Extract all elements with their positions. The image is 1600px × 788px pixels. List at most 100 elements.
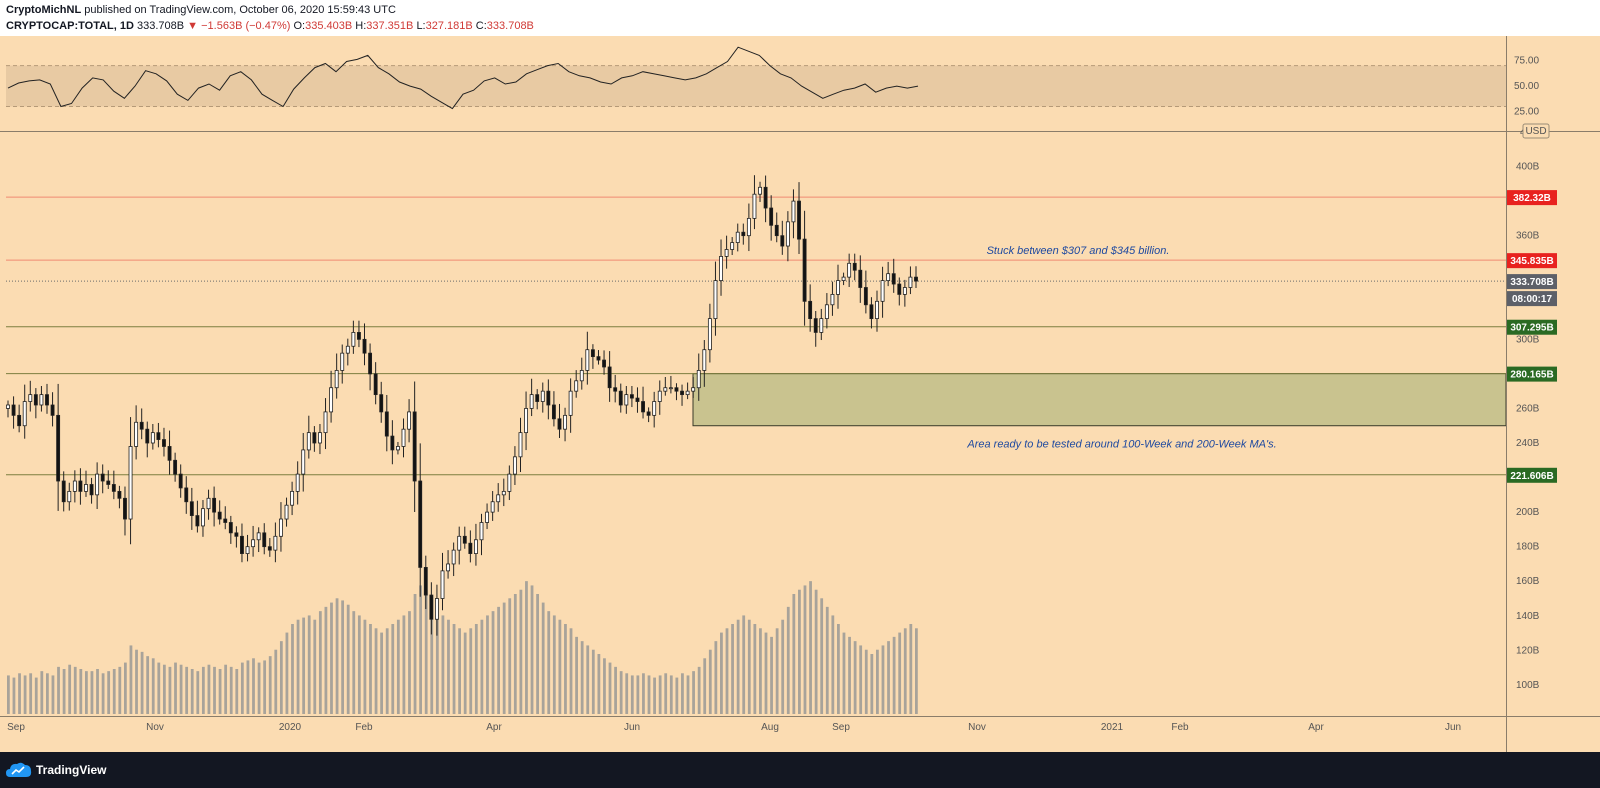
volume-bar bbox=[402, 615, 406, 714]
candle bbox=[724, 235, 729, 269]
candle-body-up bbox=[702, 349, 707, 371]
candle-body-up bbox=[746, 217, 751, 237]
candle-body-up bbox=[334, 370, 339, 389]
volume-bar bbox=[903, 628, 907, 714]
chart-area[interactable]: Stuck between $307 and $345 billion. Area… bbox=[0, 36, 1600, 752]
volume-bar bbox=[29, 673, 33, 714]
author-name[interactable]: CryptoMichNL bbox=[6, 4, 82, 16]
volume-bar bbox=[536, 594, 539, 714]
volume-bar bbox=[887, 641, 890, 714]
level-badge-221-box bbox=[1507, 467, 1557, 483]
volume-bar bbox=[129, 645, 133, 714]
high-value: 337.351B bbox=[366, 20, 414, 32]
volume-bar bbox=[703, 658, 707, 714]
candle-body-down bbox=[106, 480, 111, 485]
candle bbox=[284, 497, 289, 527]
candle bbox=[245, 534, 250, 562]
tradingview-logo[interactable]: TradingView bbox=[6, 760, 106, 780]
cloud-logo-icon bbox=[6, 762, 32, 777]
candle bbox=[318, 424, 322, 455]
candle-body-up bbox=[306, 432, 311, 451]
candle-body-down bbox=[641, 401, 645, 413]
candle bbox=[830, 281, 835, 316]
candle-body-down bbox=[590, 349, 595, 358]
candle bbox=[485, 503, 489, 530]
support-zone bbox=[692, 373, 1507, 427]
candle bbox=[106, 470, 111, 489]
price-axis[interactable]: 75.00 50.00 25.00 400B 360B 300B 260B 240B 200B 1… bbox=[1506, 36, 1558, 752]
candle bbox=[17, 404, 22, 433]
candle-body-up bbox=[84, 484, 88, 492]
candle bbox=[657, 380, 662, 415]
candle bbox=[362, 323, 367, 366]
candle-body-up bbox=[150, 432, 155, 444]
price-pane[interactable]: Stuck between $307 and $345 billion. Area… bbox=[6, 175, 1507, 714]
candle-body-up bbox=[563, 414, 567, 430]
candle bbox=[875, 290, 879, 332]
currency-tag-box bbox=[1522, 123, 1550, 139]
volume-bar bbox=[497, 606, 500, 714]
candle bbox=[379, 381, 384, 423]
volume-bar bbox=[274, 649, 278, 714]
candle-body-up bbox=[579, 370, 584, 382]
candle bbox=[808, 284, 813, 332]
rsi-pane[interactable] bbox=[0, 46, 1600, 132]
candle bbox=[407, 399, 412, 443]
time-axis[interactable]: Sep Nov 2020 Feb Apr Jun Aug Sep Nov 2021 Feb Apr Ju… bbox=[0, 716, 1600, 734]
candle bbox=[212, 486, 217, 527]
candle bbox=[797, 182, 801, 254]
candle bbox=[162, 427, 166, 457]
volume-bar bbox=[770, 636, 773, 714]
volume-bar bbox=[870, 654, 874, 714]
open-value: 335.403B bbox=[305, 20, 353, 32]
annotation-test-area: Area ready to be tested around 100-Week … bbox=[966, 439, 1276, 451]
candle bbox=[624, 385, 629, 414]
candle-body-down bbox=[357, 332, 361, 340]
candle-body-down bbox=[780, 235, 785, 247]
candle-body-up bbox=[730, 242, 735, 250]
volume-bar bbox=[346, 604, 350, 714]
candle bbox=[618, 383, 623, 413]
level-badge-307-text: 307.295B bbox=[1510, 323, 1553, 334]
candle bbox=[435, 584, 439, 636]
candle-body-up bbox=[518, 432, 523, 458]
candle-body-up bbox=[134, 421, 139, 447]
volume-bar bbox=[675, 677, 679, 714]
candle-body-up bbox=[6, 404, 10, 409]
candle bbox=[22, 384, 27, 439]
volume-bar bbox=[541, 602, 545, 714]
last-price-badge-box bbox=[1507, 274, 1557, 290]
volume-bar bbox=[430, 596, 434, 714]
candle bbox=[290, 481, 295, 516]
candle-body-up bbox=[128, 446, 133, 520]
volume-bar bbox=[279, 641, 283, 714]
candle-body-down bbox=[45, 394, 49, 406]
candle bbox=[340, 344, 345, 384]
volume-bar bbox=[898, 632, 902, 714]
volume-bar bbox=[18, 673, 21, 714]
time-tick-label: Apr bbox=[1308, 722, 1324, 733]
candle-body-down bbox=[674, 387, 679, 392]
candle bbox=[56, 383, 61, 511]
candle-body-down bbox=[33, 394, 38, 406]
candle bbox=[702, 340, 707, 387]
volume-bar bbox=[23, 675, 27, 714]
level-badge-345: 345.835B bbox=[1507, 253, 1557, 269]
symbol-label[interactable]: CRYPTOCAP:TOTAL, 1D bbox=[6, 20, 134, 32]
volume-bar bbox=[803, 585, 807, 714]
candle-body-up bbox=[724, 249, 729, 257]
volume-bar bbox=[753, 624, 757, 714]
currency-tag[interactable]: USD bbox=[1522, 123, 1550, 139]
volume-bar bbox=[185, 666, 189, 714]
volume-bar bbox=[636, 675, 640, 714]
candle bbox=[707, 303, 712, 363]
volume-bar bbox=[486, 615, 489, 714]
price-change: ▼ −1.563B (−0.47%) bbox=[187, 20, 291, 32]
candle-body-up bbox=[819, 318, 824, 333]
volume-bar bbox=[759, 628, 762, 714]
candle-body-down bbox=[184, 487, 189, 503]
candle bbox=[228, 515, 233, 544]
volume-bar bbox=[157, 662, 161, 714]
volume-bar bbox=[909, 624, 913, 714]
candle bbox=[295, 461, 300, 505]
